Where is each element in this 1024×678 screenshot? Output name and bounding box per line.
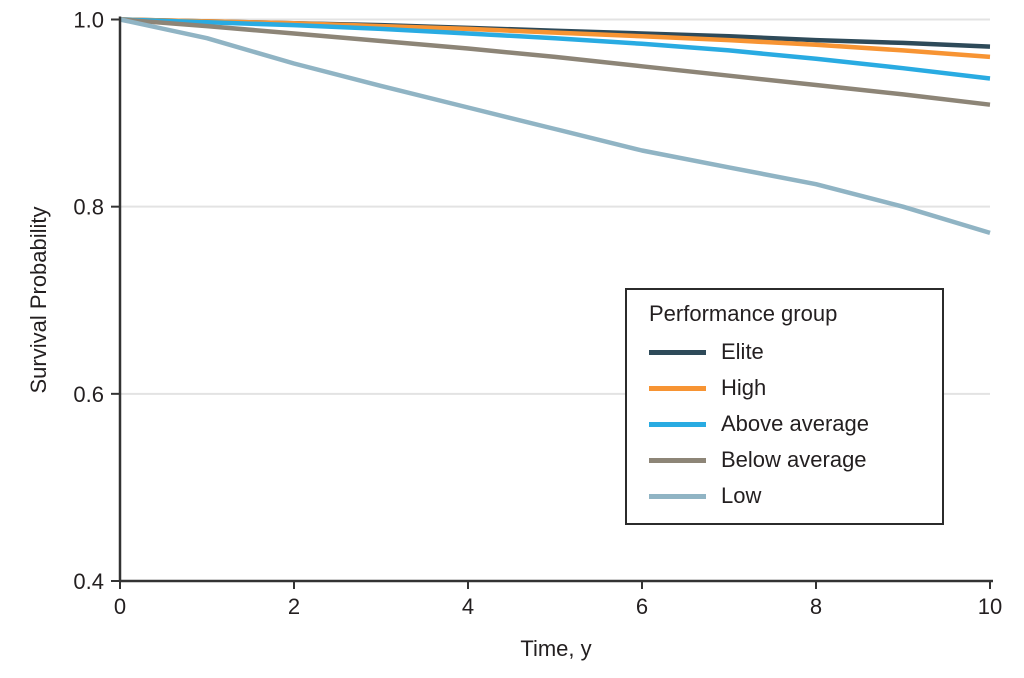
x-tick-label: 4 [462, 594, 474, 619]
legend-title: Performance group [649, 301, 838, 326]
x-tick-label: 8 [810, 594, 822, 619]
x-tick-label: 6 [636, 594, 648, 619]
x-tick-label: 2 [288, 594, 300, 619]
x-axis-title: Time, y [520, 636, 591, 661]
y-tick-label: 0.6 [73, 382, 104, 407]
legend-swatch [649, 457, 706, 463]
legend-swatch [649, 421, 706, 427]
legend-label: High [721, 375, 767, 400]
legend-item-low: Low [649, 478, 942, 514]
legend-label: Elite [721, 339, 764, 364]
legend-swatch [649, 385, 706, 391]
curve-low [119, 17, 991, 236]
y-tick-label: 0.4 [73, 569, 104, 594]
x-tick-label: 10 [978, 594, 1002, 619]
axes [111, 16, 993, 589]
y-axis-title: Survival Probability [26, 206, 51, 393]
legend-label: Below average [721, 447, 867, 472]
y-tick-label: 0.8 [73, 195, 104, 220]
curve-above-average [119, 17, 991, 81]
x-tick-label: 0 [114, 594, 126, 619]
legend-swatch [649, 493, 706, 499]
survival-curves [119, 17, 991, 236]
legend-items: Elite High Above average Below average Low [649, 334, 942, 514]
legend-swatch [649, 349, 706, 355]
legend-item-high: High [649, 370, 942, 406]
legend-item-above-average: Above average [649, 406, 942, 442]
curve-below-average [119, 17, 991, 107]
legend-label: Low [721, 483, 762, 508]
tick-labels: 0.4 0.6 0.8 1.0 0 2 4 6 8 10 [73, 8, 1002, 620]
legend-label: Above average [721, 411, 869, 436]
legend-item-elite: Elite [649, 334, 942, 370]
y-tick-label: 1.0 [73, 8, 104, 33]
legend-item-below-average: Below average [649, 442, 942, 478]
legend: Performance group Elite High Above average… [625, 288, 944, 525]
